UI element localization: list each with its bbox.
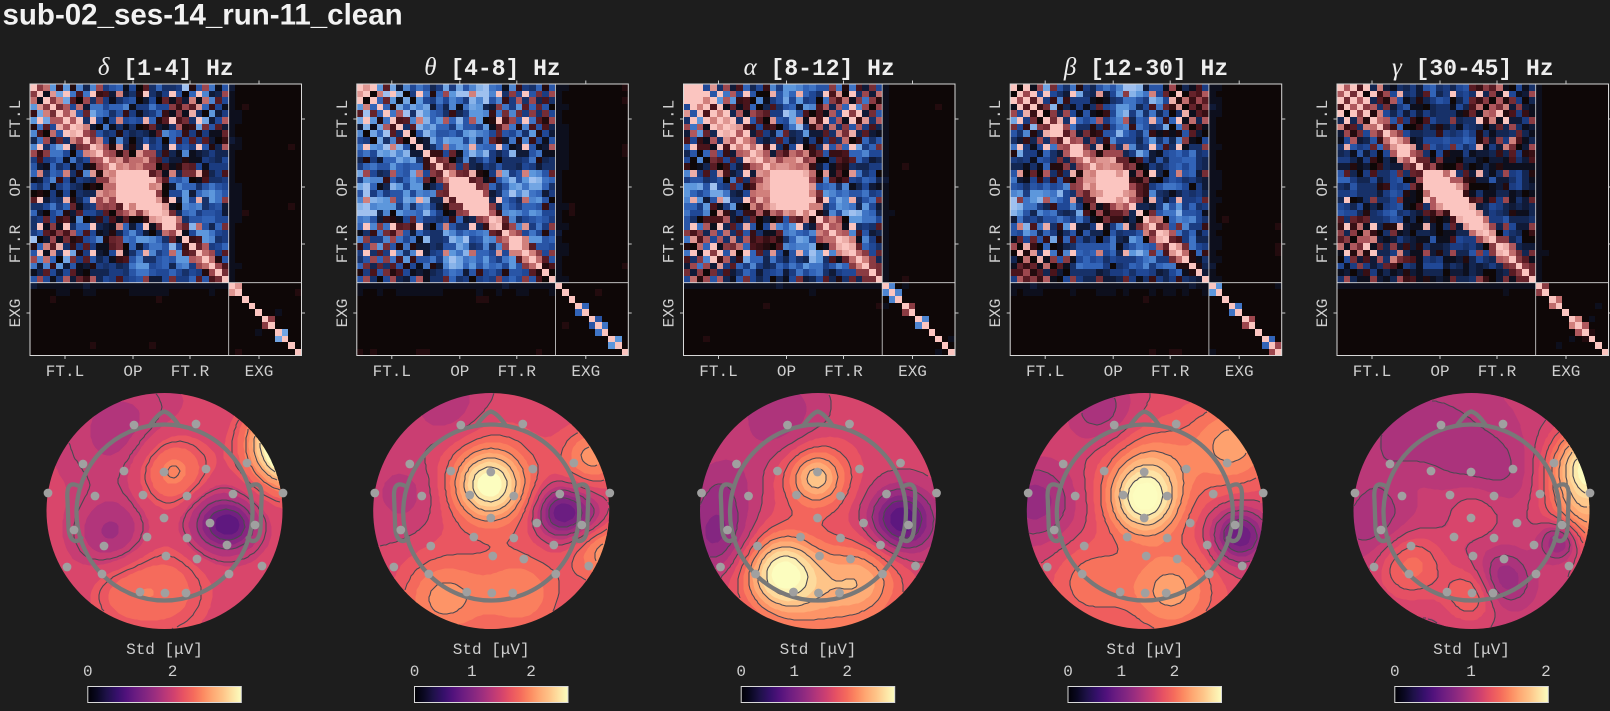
svg-text:EXG: EXG	[245, 363, 274, 381]
svg-text:Std [μV]: Std [μV]	[780, 641, 857, 659]
svg-text:Std [μV]: Std [μV]	[1433, 641, 1510, 659]
svg-text:Std [μV]: Std [μV]	[453, 641, 530, 659]
svg-text:EXG: EXG	[334, 299, 352, 328]
svg-text:FT.R: FT.R	[7, 224, 25, 263]
svg-text:FT.L: FT.L	[334, 100, 352, 138]
svg-text:FT.R: FT.R	[334, 224, 352, 263]
svg-text:α [8-12] Hz: α [8-12] Hz	[744, 54, 895, 82]
svg-text:EXG: EXG	[987, 299, 1005, 328]
svg-text:OP: OP	[661, 177, 679, 196]
svg-text:OP: OP	[334, 177, 352, 196]
svg-text:EXG: EXG	[1225, 363, 1254, 381]
svg-text:FT.R: FT.R	[1151, 363, 1190, 381]
svg-text:EXG: EXG	[898, 363, 927, 381]
svg-text:FT.L: FT.L	[46, 363, 84, 381]
svg-text:OP: OP	[450, 363, 469, 381]
svg-text:FT.L: FT.L	[1026, 363, 1064, 381]
svg-text:θ [4-8] Hz: θ [4-8] Hz	[424, 54, 561, 82]
svg-text:Std [μV]: Std [μV]	[1106, 641, 1183, 659]
svg-text:2: 2	[842, 663, 852, 681]
svg-text:Std [μV]: Std [μV]	[126, 641, 203, 659]
svg-text:OP: OP	[7, 177, 25, 196]
svg-text:1: 1	[789, 663, 799, 681]
svg-text:2: 2	[168, 663, 178, 681]
svg-text:EXG: EXG	[1552, 363, 1581, 381]
svg-text:OP: OP	[1314, 177, 1332, 196]
svg-text:sub-02_ses-14_run-11_clean: sub-02_ses-14_run-11_clean	[3, 0, 403, 32]
svg-text:2: 2	[526, 663, 536, 681]
svg-text:2: 2	[1170, 663, 1180, 681]
svg-text:1: 1	[1116, 663, 1126, 681]
svg-text:β [12-30] Hz: β [12-30] Hz	[1063, 54, 1228, 82]
svg-text:0: 0	[410, 663, 420, 681]
svg-text:FT.L: FT.L	[1353, 363, 1391, 381]
svg-text:δ [1-4] Hz: δ [1-4] Hz	[98, 54, 234, 82]
svg-text:EXG: EXG	[1314, 299, 1332, 328]
svg-text:OP: OP	[987, 177, 1005, 196]
svg-text:FT.R: FT.R	[498, 363, 537, 381]
svg-text:OP: OP	[1104, 363, 1123, 381]
svg-text:1: 1	[1466, 663, 1476, 681]
svg-text:FT.R: FT.R	[824, 363, 863, 381]
svg-text:FT.L: FT.L	[373, 363, 411, 381]
svg-text:EXG: EXG	[7, 299, 25, 328]
svg-text:0: 0	[1390, 663, 1400, 681]
svg-text:1: 1	[467, 663, 477, 681]
svg-text:FT.R: FT.R	[171, 363, 210, 381]
svg-text:OP: OP	[123, 363, 142, 381]
svg-text:EXG: EXG	[661, 299, 679, 328]
svg-text:FT.L: FT.L	[1314, 100, 1332, 138]
svg-text:OP: OP	[1430, 363, 1449, 381]
svg-text:0: 0	[736, 663, 746, 681]
svg-text:FT.R: FT.R	[1314, 224, 1332, 263]
svg-text:0: 0	[83, 663, 93, 681]
svg-text:FT.L: FT.L	[987, 100, 1005, 138]
svg-text:FT.R: FT.R	[1478, 363, 1517, 381]
svg-text:0: 0	[1063, 663, 1073, 681]
svg-text:FT.R: FT.R	[661, 224, 679, 263]
svg-text:2: 2	[1541, 663, 1551, 681]
svg-text:FT.L: FT.L	[661, 100, 679, 138]
svg-text:FT.L: FT.L	[7, 100, 25, 138]
svg-text:γ [30-45] Hz: γ [30-45] Hz	[1392, 54, 1554, 82]
svg-text:OP: OP	[777, 363, 796, 381]
svg-text:EXG: EXG	[571, 363, 600, 381]
svg-text:FT.L: FT.L	[699, 363, 737, 381]
svg-text:FT.R: FT.R	[987, 224, 1005, 263]
